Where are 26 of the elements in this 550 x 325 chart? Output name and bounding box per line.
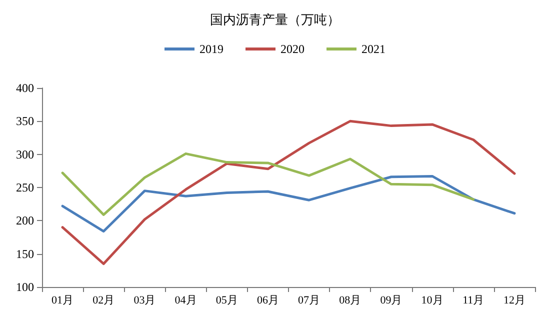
x-tick-label: 05月: [216, 294, 238, 306]
x-tick-label: 01月: [52, 294, 74, 306]
x-tick-label: 06月: [256, 294, 279, 306]
x-tick-label: 08月: [339, 294, 362, 306]
legend-label: 2021: [362, 42, 386, 56]
x-tick-label: 09月: [380, 294, 402, 306]
y-tick-label: 150: [16, 246, 34, 261]
x-tick-label: 10月: [421, 294, 444, 306]
x-tick-label: 12月: [503, 294, 526, 306]
line-series: [61, 174, 516, 233]
y-tick-label: 350: [16, 114, 34, 128]
y-tick-label: 300: [16, 147, 34, 162]
line-series: [61, 152, 475, 216]
y-tick-label: 200: [16, 214, 34, 228]
legend-label: 2019: [200, 42, 224, 56]
y-tick-label: 400: [16, 81, 34, 95]
legend-label: 2020: [280, 42, 304, 56]
x-tick-label: 04月: [174, 294, 197, 306]
x-tick-label: 02月: [92, 294, 115, 306]
chart-title: 国内沥青产量（万吨）: [210, 12, 340, 27]
line-series: [61, 120, 516, 266]
y-tick-label: 100: [16, 280, 34, 294]
y-tick-label: 250: [16, 180, 34, 194]
x-tick-label: 11月: [462, 294, 484, 306]
x-tick-label: 03月: [134, 294, 156, 306]
x-tick-label: 07月: [298, 294, 320, 306]
